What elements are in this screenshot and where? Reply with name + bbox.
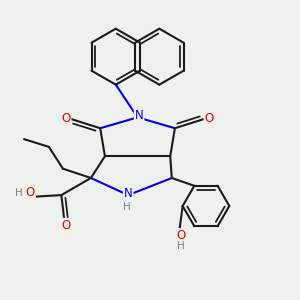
Text: O: O [205, 112, 214, 125]
Text: H: H [15, 188, 22, 198]
Text: O: O [176, 229, 186, 242]
Text: H: H [177, 242, 185, 251]
Text: N: N [135, 109, 143, 122]
Text: O: O [61, 112, 70, 125]
Text: N: N [124, 187, 133, 200]
Text: O: O [26, 186, 35, 200]
Text: O: O [61, 219, 70, 232]
Text: H: H [123, 202, 130, 212]
